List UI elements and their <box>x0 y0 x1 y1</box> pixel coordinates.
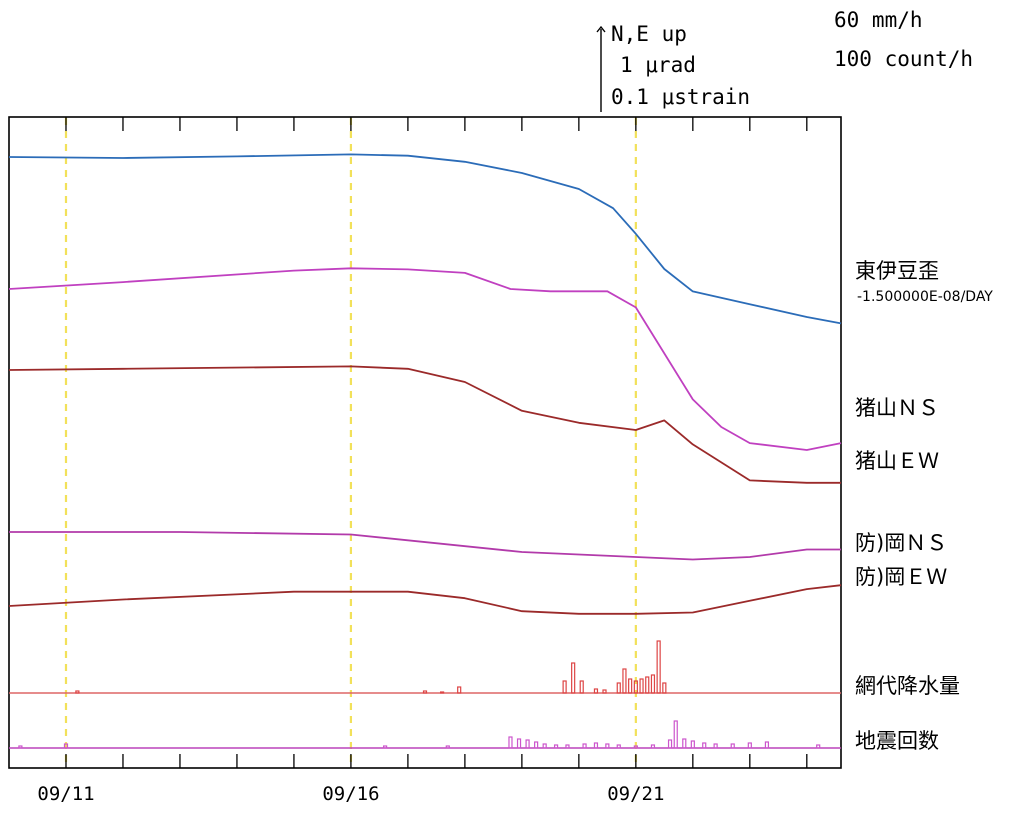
series-labels: 東伊豆歪 -1.500000E-08/DAY 猪山ＮＳ 猪山ＥＷ 防)岡ＮＳ 防)岡ＥＷ 網… <box>855 259 993 753</box>
bar <box>562 680 567 694</box>
bar <box>628 678 633 694</box>
bar <box>534 741 539 749</box>
bar <box>63 743 69 749</box>
series-label: 防)岡ＮＳ <box>855 531 947 555</box>
series-label: 猪山ＮＳ <box>855 396 939 420</box>
bar <box>525 739 530 749</box>
bar <box>713 743 718 749</box>
scale-legend-line: N,E up <box>611 22 687 46</box>
bar <box>571 662 576 694</box>
bar <box>457 686 462 694</box>
bar <box>682 738 687 749</box>
bar <box>816 744 821 749</box>
bar <box>422 690 428 694</box>
scale-unit: 100 count/h <box>834 47 973 71</box>
series-line <box>8 365 841 484</box>
bar <box>593 742 599 749</box>
series-label: 防)岡ＥＷ <box>855 565 947 589</box>
bar <box>616 682 621 694</box>
series-label: 東伊豆歪 <box>855 259 939 283</box>
series-line <box>8 267 842 451</box>
bar <box>18 745 23 749</box>
bar <box>579 680 584 694</box>
x-tick-label: 09/11 <box>37 783 94 805</box>
bar <box>730 743 735 749</box>
bar <box>565 744 570 749</box>
bar <box>639 678 644 694</box>
bar <box>645 676 650 694</box>
line-series <box>8 153 842 615</box>
bar <box>690 740 695 749</box>
bar <box>445 745 450 749</box>
scale-legend: N,E up 1 μrad 0.1 μstrain 60 mm/h 100 co… <box>596 8 973 112</box>
bar <box>582 743 587 749</box>
series-line <box>9 531 841 561</box>
bar <box>602 689 607 694</box>
gridlines <box>64 118 637 767</box>
x-tick-label: 09/21 <box>607 783 664 805</box>
bar <box>605 743 610 749</box>
bar <box>673 720 678 749</box>
series-label: 地震回数 <box>855 729 939 753</box>
series-sublabel: -1.500000E-08/DAY <box>857 289 993 305</box>
bar <box>616 744 621 749</box>
bar <box>593 688 599 694</box>
series-label: 網代降水量 <box>855 674 960 698</box>
bar <box>508 736 513 749</box>
bar <box>75 690 80 694</box>
series-label: 猪山ＥＷ <box>855 449 939 473</box>
bar <box>516 738 522 749</box>
bar <box>383 745 388 749</box>
series-line <box>8 584 842 615</box>
plot-frame <box>8 116 842 769</box>
bar <box>553 744 559 749</box>
scale-legend-line: 0.1 μstrain <box>611 85 750 109</box>
bar <box>633 745 638 749</box>
bar-series <box>9 640 841 749</box>
bar <box>633 680 638 694</box>
scale-arrow <box>596 25 606 112</box>
bar <box>702 742 707 749</box>
bar <box>650 744 656 749</box>
bar <box>747 742 752 749</box>
x-tick-label: 09/16 <box>322 783 379 805</box>
scale-legend-line: 1 μrad <box>620 53 696 77</box>
series-line <box>8 153 842 325</box>
bar <box>542 743 547 749</box>
bar <box>667 739 673 749</box>
tick-marks <box>65 117 808 768</box>
bar <box>662 682 667 694</box>
bar <box>439 691 445 694</box>
scale-unit: 60 mm/h <box>834 8 923 32</box>
bar <box>650 674 656 694</box>
bar <box>656 640 661 694</box>
x-axis-labels: 09/11 09/16 09/21 <box>37 783 664 805</box>
bar <box>622 668 627 694</box>
bar <box>764 741 770 749</box>
